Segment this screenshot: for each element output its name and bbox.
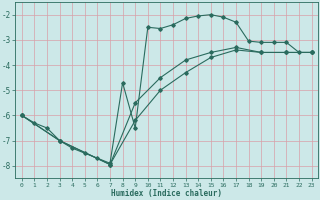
X-axis label: Humidex (Indice chaleur): Humidex (Indice chaleur) bbox=[111, 189, 222, 198]
